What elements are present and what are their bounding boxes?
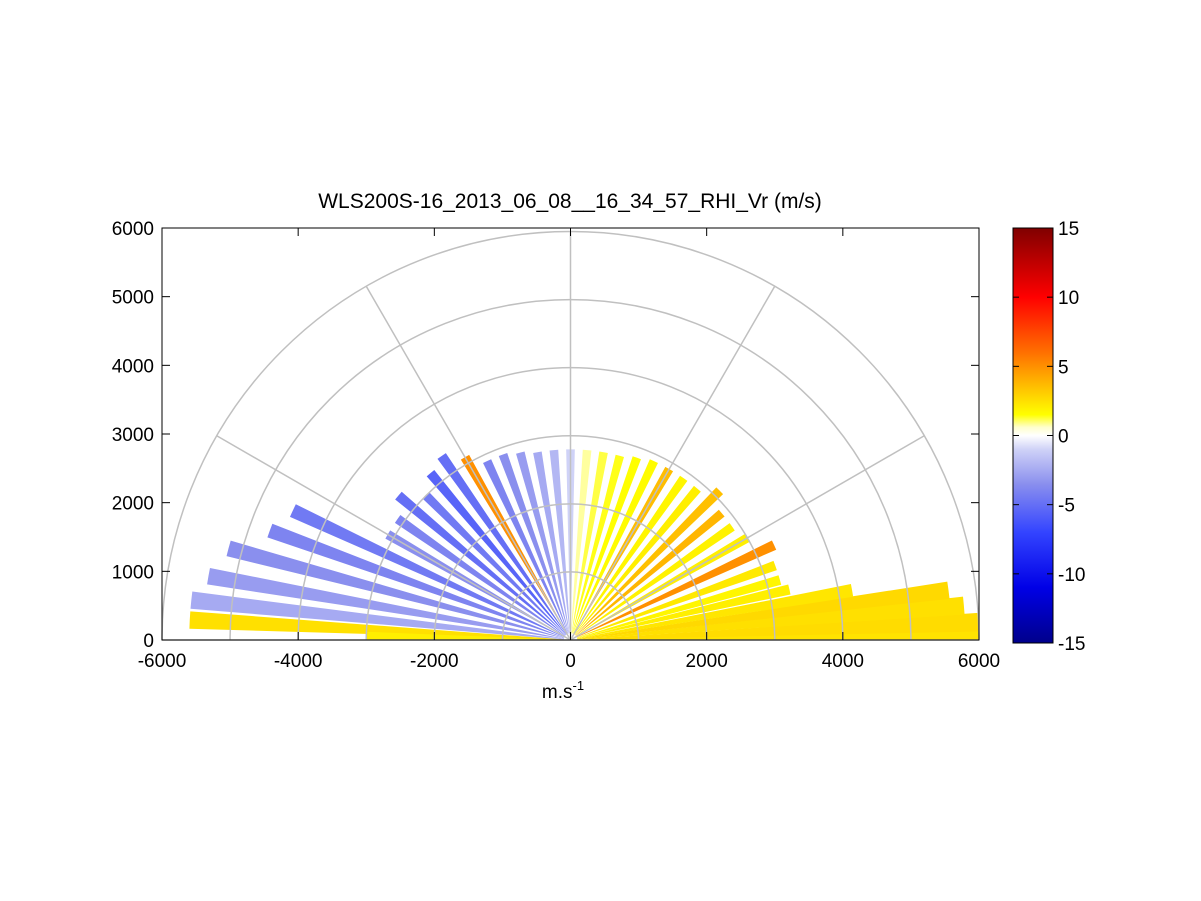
velocity-beam [549,449,571,634]
colorbar-tick-label: 15 [1058,219,1079,240]
y-axis-ticks: 0 1000 2000 3000 4000 5000 6000 [112,219,979,652]
x-axis-label-base: m.s [542,682,573,703]
velocity-beam [533,451,570,634]
colorbar-tick-label: 0 [1058,427,1069,448]
velocity-beam [574,475,688,635]
velocity-beam [572,454,625,634]
velocity-beam [516,451,569,634]
velocity-beam [570,449,592,634]
velocity-beam [573,459,658,634]
colorbar-tick-label: 10 [1058,288,1079,309]
y-tick-label: 5000 [112,288,154,309]
velocity-beam [577,584,791,639]
velocity-beam [422,492,566,636]
x-tick-label: 6000 [958,651,1000,672]
velocity-beam [394,515,566,637]
velocity-beam [575,509,725,636]
velocity-beam [189,611,564,640]
elevation-spoke [365,285,572,641]
velocity-beam [190,591,564,640]
x-axis-label-exponent: -1 [573,678,585,693]
colorbar-ticks: 15 10 5 0 -5 -10 -15 [1013,219,1085,655]
colorbar-tick-label: -5 [1058,496,1075,517]
chart-title: WLS200S-16_2013_06_08__16_34_57_RHI_Vr (… [318,190,822,213]
elevation-spoke [216,435,571,641]
colorbar-tick-label: -10 [1058,565,1085,586]
y-tick-label: 0 [143,631,154,652]
x-tick-label: 0 [565,651,576,672]
velocity-beam [426,469,567,635]
y-tick-label: 2000 [112,494,154,515]
velocity-beam [267,523,565,638]
colorbar-tick-label: 5 [1058,357,1069,378]
x-tick-label: -4000 [274,651,323,672]
velocity-beam [572,456,641,634]
velocity-beam [498,452,569,634]
x-axis-ticks: -6000 -4000 -2000 0 2000 4000 6000 [138,228,1000,672]
velocity-beam [226,540,564,639]
velocity-beam [576,560,777,638]
y-tick-label: 3000 [112,425,154,446]
x-tick-label: 2000 [686,651,728,672]
x-axis-label: m.s-1 [542,678,584,703]
velocity-beam [207,567,564,639]
velocity-beam [289,504,565,638]
y-tick-label: 4000 [112,356,154,377]
y-tick-label: 1000 [112,562,154,583]
elevation-spoke [569,285,776,641]
velocity-beam [575,487,724,636]
x-tick-label: -2000 [410,651,459,672]
y-tick-label: 6000 [112,219,154,240]
velocity-beam [577,583,854,639]
elevation-spoke [570,435,925,641]
velocity-beam [366,631,564,640]
colorbar-tick-label: -15 [1058,634,1085,655]
velocity-beam [574,485,701,635]
velocity-beam [437,453,567,635]
velocity-beam [575,523,735,637]
velocity-beam [571,451,608,634]
x-tick-label: -6000 [138,651,187,672]
velocity-beam [395,491,566,636]
velocity-beam [576,540,777,638]
colorbar [1012,227,1054,644]
velocity-beam [483,459,568,634]
x-tick-label: 4000 [822,651,864,672]
velocity-beam [577,575,782,639]
